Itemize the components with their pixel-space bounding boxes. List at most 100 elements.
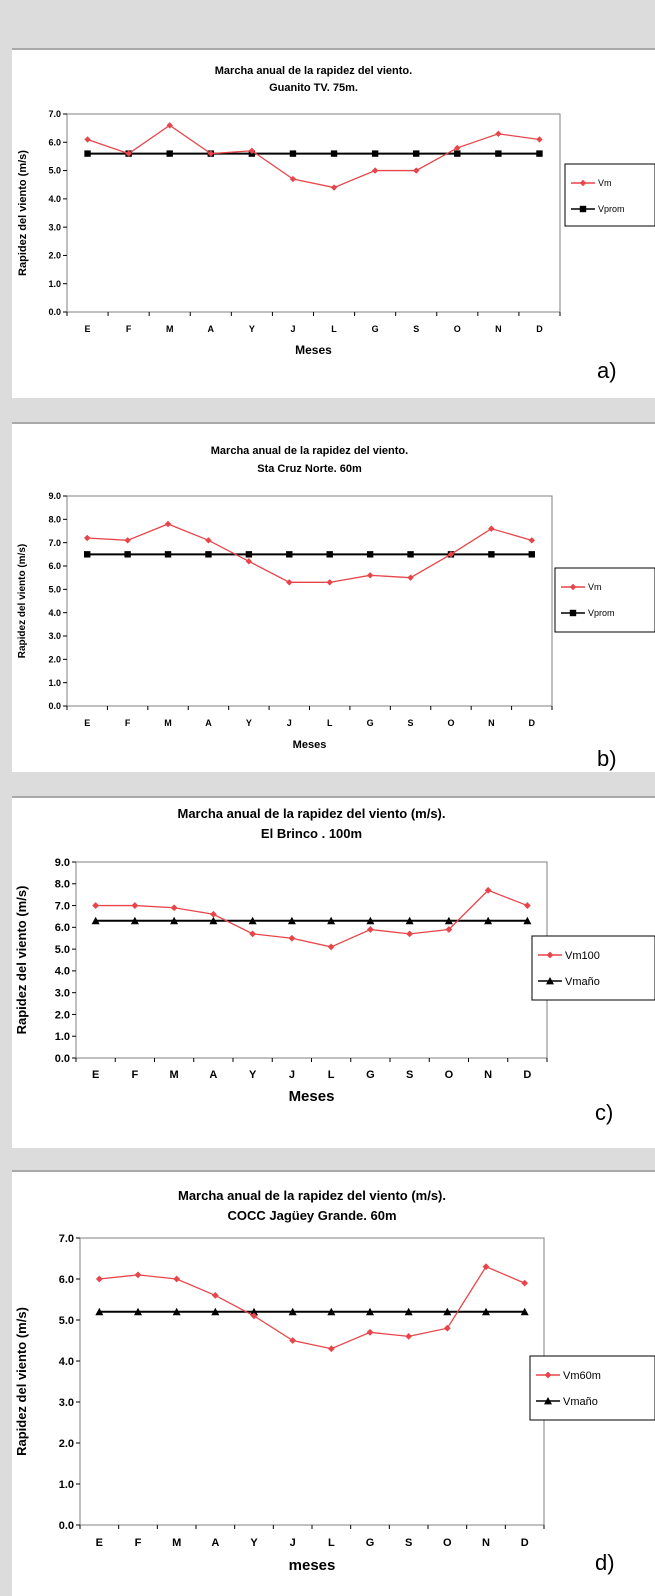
y-tick-label: 8.0: [48, 514, 61, 524]
x-tick-label: M: [170, 1069, 179, 1081]
y-tick-label: 3.0: [59, 1397, 74, 1409]
data-point-Vmaño: [209, 916, 218, 925]
legend-marker: [579, 179, 587, 187]
y-tick-label: 4.0: [55, 966, 70, 978]
chart-a: Marcha anual de la rapidez del viento. Gu…: [17, 65, 655, 383]
data-point-Vprom: [330, 150, 338, 157]
y-tick-label: 7.0: [48, 109, 61, 119]
y-tick-label: 3.0: [48, 222, 61, 232]
data-point-Vm100: [209, 910, 217, 918]
data-point-Vmaño: [130, 916, 139, 925]
x-tick-label: L: [328, 1069, 335, 1081]
y-tick-label: 0.0: [48, 307, 61, 317]
legend-box: [529, 1355, 655, 1421]
y-tick-label: 2.0: [55, 1009, 70, 1021]
panel-label: b): [597, 746, 617, 771]
data-point-Vm: [207, 150, 214, 157]
x-tick-label: E: [84, 718, 90, 728]
y-axis-label: Rapidez del viento (m/s): [14, 886, 29, 1035]
x-tick-label: G: [366, 1069, 375, 1081]
data-point-Vm100: [288, 934, 296, 942]
data-point-Vm100: [170, 904, 178, 912]
y-tick-label: 2.0: [48, 654, 61, 664]
data-point-Vmaño: [523, 916, 532, 925]
x-tick-label: J: [290, 1537, 296, 1549]
x-tick-label: Y: [246, 718, 252, 728]
series-line-Vm100: [95, 889, 528, 948]
x-tick-label: O: [447, 718, 454, 728]
data-point-Vm100: [445, 926, 453, 933]
chart-title: Marcha anual de la rapidez del viento (m…: [178, 1188, 446, 1203]
panel-label: d): [595, 1550, 615, 1575]
data-point-Vprom: [407, 551, 414, 558]
data-point-Vm: [454, 144, 461, 152]
y-tick-label: 0.0: [55, 1053, 70, 1065]
series-line-Vm: [87, 124, 540, 189]
x-tick-label: F: [132, 1069, 139, 1081]
y-tick-label: 8.0: [55, 879, 70, 891]
x-tick-label: M: [172, 1537, 181, 1549]
legend-marker: [544, 1371, 552, 1379]
data-point-Vm: [371, 167, 379, 174]
x-tick-label: M: [164, 718, 172, 728]
plot-area: [66, 495, 553, 707]
legend-marker: [544, 1397, 552, 1405]
data-point-Vmaño: [366, 1307, 374, 1316]
data-point-Vmaño: [366, 916, 375, 925]
y-tick-label: 5.0: [48, 166, 61, 176]
y-tick-label: 1.0: [48, 279, 61, 289]
data-point-Vprom: [286, 551, 293, 558]
data-point-Vmaño: [405, 916, 414, 925]
data-point-Vm100: [523, 902, 531, 909]
data-point-Vm: [330, 184, 338, 191]
x-tick-label: D: [523, 1069, 531, 1081]
y-tick-label: 4.0: [48, 194, 61, 204]
chart-title: Marcha anual de la rapidez del viento (m…: [177, 806, 445, 821]
data-point-Vm100: [131, 902, 139, 909]
x-tick-label: D: [536, 324, 543, 334]
data-point-Vm60m: [289, 1337, 297, 1344]
x-tick-label: O: [454, 324, 461, 334]
y-tick-label: 1.0: [48, 678, 61, 688]
legend-entry: Vm: [588, 582, 602, 592]
legend-marker: [546, 951, 554, 959]
data-point-Vm100: [327, 943, 335, 951]
y-tick-label: 0.0: [48, 701, 61, 711]
data-point-Vm100: [249, 930, 257, 938]
y-tick-label: 2.0: [59, 1438, 74, 1450]
legend-box: [531, 935, 655, 1001]
y-axis-label: Rapidez del viento (m/s): [17, 150, 29, 276]
y-tick-label: 5.0: [48, 584, 61, 594]
legend-marker: [569, 609, 577, 617]
x-tick-label: E: [92, 1069, 99, 1081]
data-point-Vprom: [454, 150, 461, 157]
data-point-Vprom: [528, 551, 535, 558]
data-point-Vprom: [166, 150, 173, 157]
y-tick-label: 1.0: [59, 1479, 74, 1491]
x-axis-label: Meses: [295, 343, 332, 357]
y-tick-label: 2.0: [48, 251, 61, 261]
data-point-Vmaño: [327, 1307, 336, 1316]
x-tick-label: N: [488, 718, 495, 728]
chart-subtitle: Sta Cruz Norte. 60m: [257, 463, 362, 475]
legend-marker: [579, 205, 587, 213]
data-point-Vmaño: [327, 916, 336, 925]
y-tick-label: 6.0: [59, 1274, 74, 1286]
chart-panel-b: Marcha anual de la rapidez del viento. St…: [12, 422, 655, 772]
x-tick-label: J: [289, 1069, 295, 1081]
legend-entry: Vm: [598, 178, 612, 188]
y-tick-label: 6.0: [55, 922, 70, 934]
data-point-Vmaño: [211, 1307, 220, 1316]
y-tick-label: 6.0: [48, 561, 61, 571]
data-point-Vmaño: [404, 1307, 413, 1316]
data-point-Vprom: [289, 150, 297, 157]
data-point-Vm60m: [95, 1275, 103, 1283]
y-tick-label: 3.0: [55, 988, 70, 1000]
data-point-Vprom: [84, 150, 91, 157]
data-point-Vm100: [92, 902, 100, 909]
y-tick-label: 4.0: [48, 608, 61, 618]
data-point-Vmaño: [170, 916, 179, 925]
data-point-Vmaño: [250, 1307, 258, 1316]
data-point-Vprom: [488, 551, 495, 558]
x-tick-label: S: [405, 1537, 412, 1549]
